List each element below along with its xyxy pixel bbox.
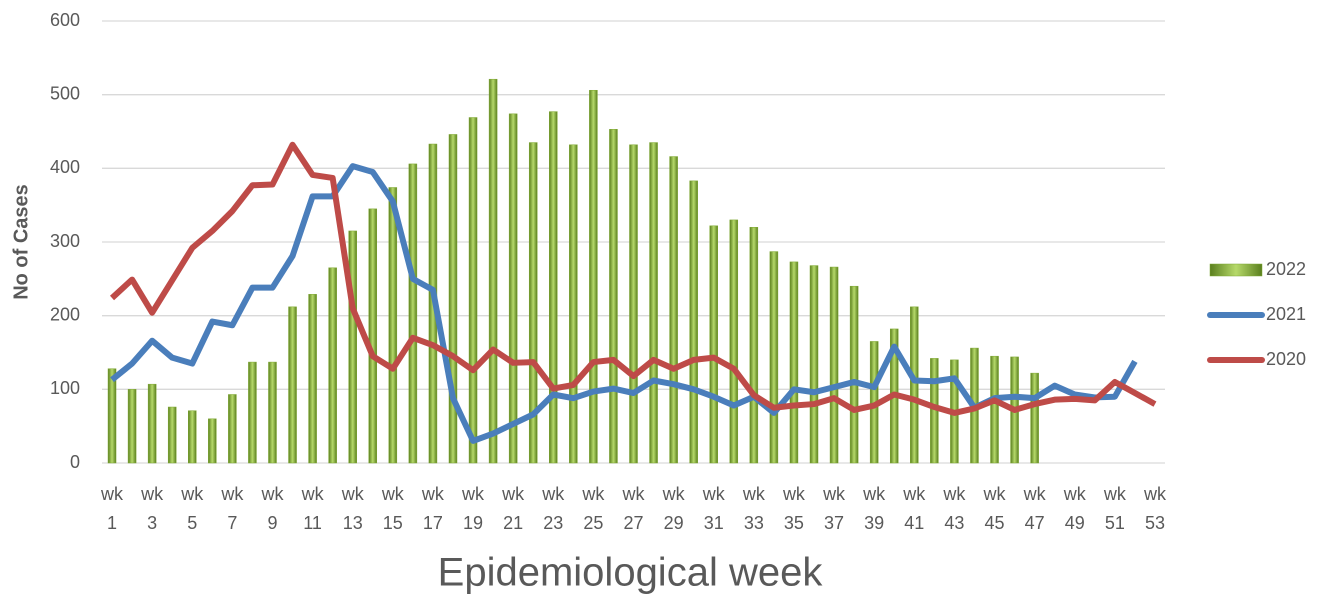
bar (248, 361, 257, 464)
bar (789, 261, 799, 464)
bar (709, 225, 718, 464)
x-tick-label: wk 11 (301, 484, 325, 533)
x-tick-label: wk 37 (822, 484, 846, 533)
x-tick-label: wk 45 (983, 484, 1007, 533)
y-tick-label: 600 (50, 10, 80, 30)
x-tick-label: wk 41 (902, 484, 926, 533)
bar (107, 368, 117, 464)
x-tick-label: wk 27 (622, 484, 646, 533)
x-tick-label: wk 1 (100, 484, 124, 533)
x-tick-label: wk 31 (702, 484, 726, 533)
bar (388, 187, 398, 464)
x-tick-label: wk 21 (501, 484, 525, 533)
x-tick-label: wk 49 (1063, 484, 1087, 533)
bar (288, 306, 297, 464)
x-tick-label: wk 7 (220, 484, 244, 533)
bar (769, 251, 779, 464)
bar (849, 285, 859, 464)
x-tick-label: wk 5 (180, 484, 204, 533)
bar (729, 219, 739, 464)
bar (308, 294, 317, 464)
bar (408, 163, 418, 464)
bar (508, 113, 518, 464)
bar (488, 78, 498, 464)
x-tick-label: wk 53 (1143, 484, 1167, 533)
x-tick-label: wk 15 (381, 484, 405, 533)
legend-label: 2020 (1266, 349, 1306, 369)
y-tick-label: 100 (50, 378, 80, 398)
x-tick-label: wk 35 (782, 484, 806, 533)
bar (188, 410, 197, 464)
bar (1030, 372, 1039, 464)
line-series (110, 163, 1138, 444)
legend-label: 2021 (1266, 304, 1306, 324)
bar (649, 142, 658, 464)
x-tick-label: wk 25 (581, 484, 605, 533)
y-tick-label: 400 (50, 157, 80, 177)
x-tick-label: wk 17 (421, 484, 445, 533)
legend-swatch (1209, 263, 1263, 277)
bar (609, 129, 618, 464)
bar (910, 306, 919, 464)
y-axis-title: No of Cases (10, 184, 32, 300)
x-tick-label: wk 13 (341, 484, 365, 533)
bar (689, 180, 698, 464)
bar (829, 266, 839, 464)
bar (809, 265, 819, 464)
x-tick-label: wk 29 (662, 484, 686, 533)
x-axis-title: Epidemiological week (438, 551, 824, 595)
y-tick-label: 0 (70, 452, 80, 472)
bar (749, 227, 759, 464)
bar (127, 389, 137, 464)
bar (549, 111, 558, 464)
bar (208, 418, 217, 464)
bar (448, 134, 458, 464)
x-tick-label: wk 43 (942, 484, 966, 533)
bar (348, 230, 357, 464)
x-tick-label: wk 19 (461, 484, 485, 533)
bar (368, 208, 378, 464)
bar (268, 361, 277, 464)
bar (589, 89, 598, 464)
bar (167, 406, 177, 464)
x-tick-label: wk 51 (1103, 484, 1127, 533)
line-series (109, 141, 1157, 416)
bar (468, 117, 478, 464)
bar (147, 383, 157, 464)
x-tick-label: wk 39 (862, 484, 886, 533)
bar (990, 355, 999, 464)
bar (569, 144, 578, 464)
bar (669, 156, 678, 464)
x-tick-label: wk 9 (260, 484, 284, 533)
y-tick-label: 300 (50, 231, 80, 251)
x-tick-label: wk 3 (140, 484, 164, 533)
x-tick-label: wk 47 (1023, 484, 1047, 533)
x-tick-label: wk 33 (742, 484, 766, 533)
y-tick-label: 200 (50, 304, 80, 324)
bar (328, 267, 337, 464)
x-tick-label: wk 23 (541, 484, 565, 533)
bar (629, 144, 638, 464)
bar (528, 142, 538, 464)
y-tick-label: 500 (50, 83, 80, 103)
bar (228, 394, 237, 464)
legend-label: 2022 (1266, 259, 1306, 279)
